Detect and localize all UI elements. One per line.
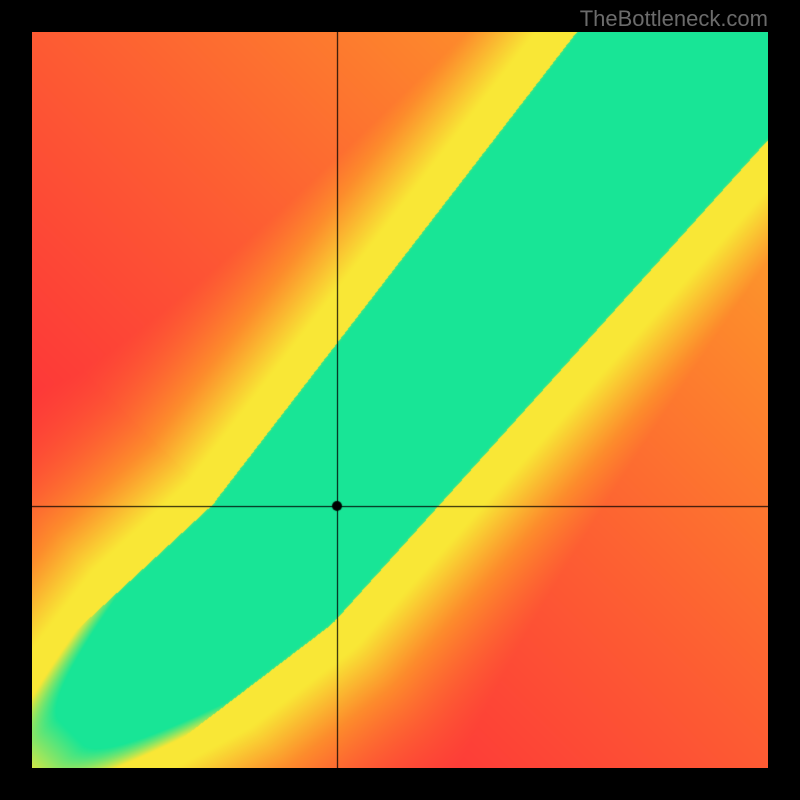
- chart-container: TheBottleneck.com: [0, 0, 800, 800]
- bottleneck-heatmap: [32, 32, 768, 768]
- watermark-text: TheBottleneck.com: [580, 6, 768, 32]
